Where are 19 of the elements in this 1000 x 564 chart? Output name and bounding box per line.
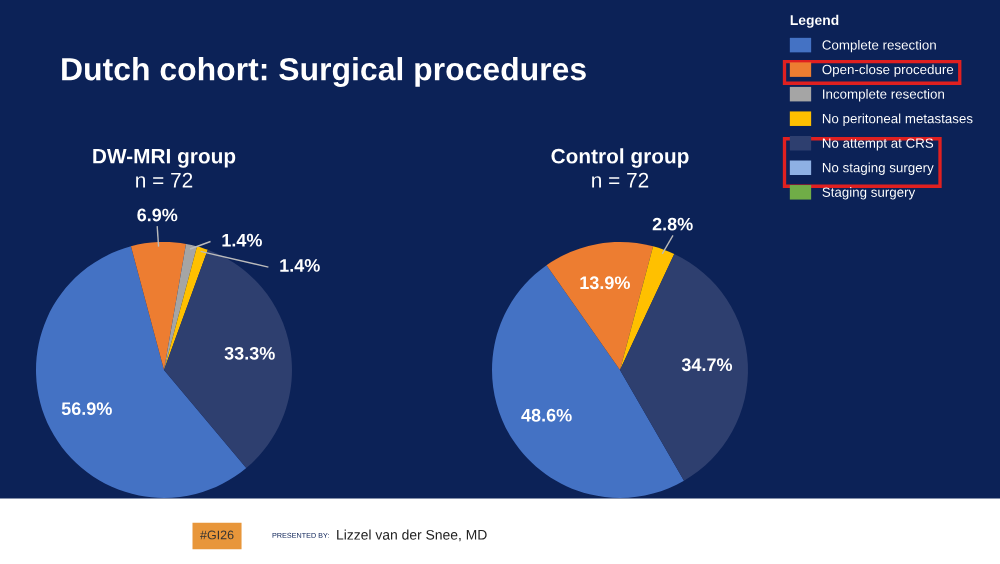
data-label: 34.7% <box>681 358 733 372</box>
pie-slice <box>546 242 654 370</box>
data-label: 6.9% <box>137 208 178 222</box>
data-label: 2.8% <box>652 217 693 231</box>
text: Dutch cohort: Surgical procedures <box>62 57 586 87</box>
text: n = 72 <box>136 172 193 188</box>
chart-subtitle: n = 72 <box>592 172 649 188</box>
data-label: 1.4% <box>222 233 262 247</box>
data-label: 13.9% <box>580 276 630 290</box>
pie-slice <box>130 242 187 370</box>
data-label: 56.9% <box>61 402 112 416</box>
pie-slice <box>492 265 684 498</box>
data-label: 33.3% <box>224 346 275 360</box>
data-label: 1.4% <box>280 259 320 272</box>
pie-slice <box>164 246 208 370</box>
chart-title: Control group <box>551 148 689 168</box>
pie-slice <box>164 243 198 370</box>
data-label: 48.6% <box>521 408 572 422</box>
text: DW-MRI group <box>93 148 236 168</box>
